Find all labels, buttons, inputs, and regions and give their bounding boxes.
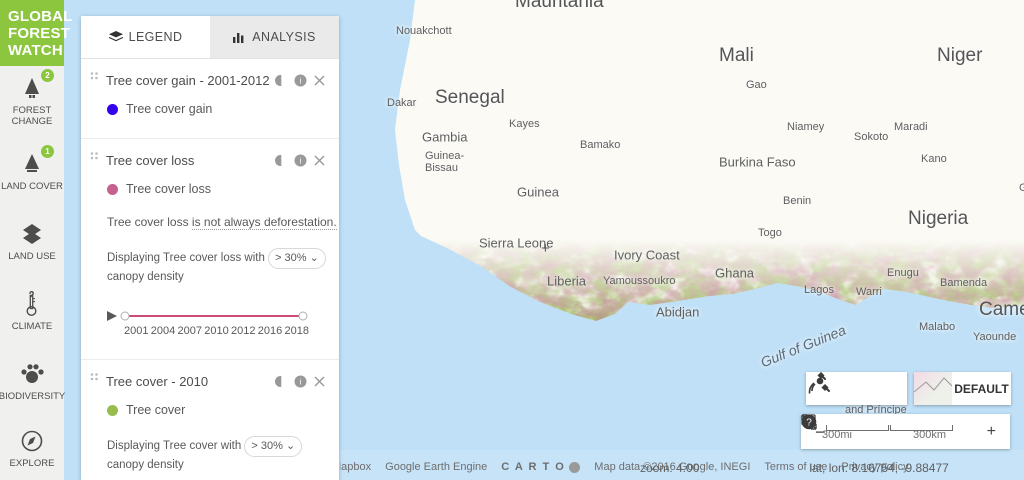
svg-text:i: i [300,156,302,165]
svg-text:i: i [300,76,302,85]
svg-text:?: ? [806,418,812,429]
svg-text:i: i [300,377,302,386]
